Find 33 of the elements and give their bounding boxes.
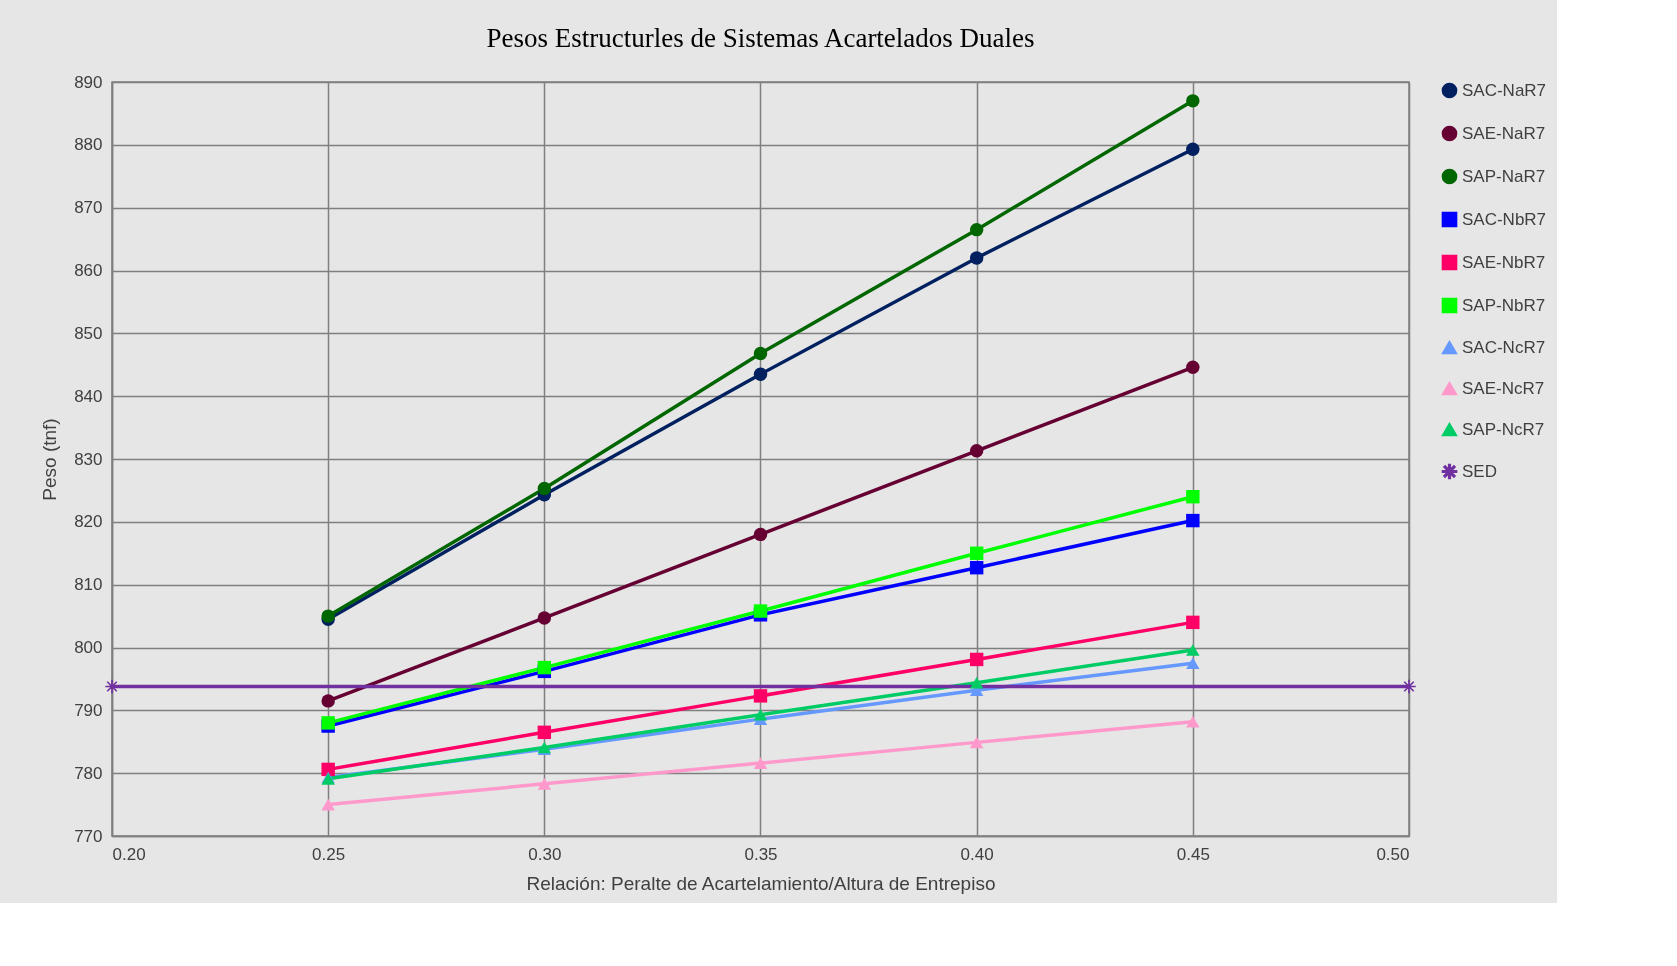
x-tick-label: 0.20 xyxy=(112,844,146,864)
y-tick-label: 810 xyxy=(74,575,103,595)
x-tick-label: 0.40 xyxy=(960,844,994,864)
legend-label: SAE-NbR7 xyxy=(1462,252,1546,272)
y-tick-label: 790 xyxy=(74,700,103,720)
y-tick-label: 770 xyxy=(74,826,103,846)
x-tick-label: 0.30 xyxy=(528,844,562,864)
y-tick-label: 860 xyxy=(74,261,103,280)
legend-label: SAP-NaR7 xyxy=(1462,166,1546,186)
y-tick-label: 840 xyxy=(74,386,103,406)
chart-title: Pesos Estructurles de Sistemas Acartelados Duales xyxy=(486,23,1035,53)
legend-label: SAC-NcR7 xyxy=(1462,337,1546,357)
legend-label: SAE-NcR7 xyxy=(1462,378,1545,398)
legend-label: SAC-NaR7 xyxy=(1462,80,1547,100)
x-tick-label: 0.35 xyxy=(744,844,778,864)
y-tick-label: 800 xyxy=(74,638,103,657)
legend-label: SED xyxy=(1462,461,1497,481)
y-tick-label: 850 xyxy=(74,323,103,343)
legend-label: SAP-NcR7 xyxy=(1462,419,1545,439)
x-tick-label: 0.50 xyxy=(1376,844,1410,864)
legend-label: SAC-NbR7 xyxy=(1462,209,1547,229)
y-tick-label: 780 xyxy=(74,763,103,783)
legend-label: SAE-NaR7 xyxy=(1462,123,1546,143)
x-axis-title: Relación: Peralte de Acartelamiento/Altura de Entrepiso xyxy=(526,872,996,894)
y-tick-label: 830 xyxy=(74,449,103,469)
x-tick-label: 0.25 xyxy=(312,844,346,864)
x-tick-label: 0.45 xyxy=(1176,844,1210,864)
y-tick-label: 820 xyxy=(74,512,103,532)
y-tick-label: 870 xyxy=(74,198,103,218)
y-axis-title: Peso (tnf) xyxy=(39,418,61,501)
y-tick-label: 880 xyxy=(74,135,103,155)
legend-label: SAP-NbR7 xyxy=(1462,295,1546,315)
y-tick-label: 890 xyxy=(74,72,103,92)
